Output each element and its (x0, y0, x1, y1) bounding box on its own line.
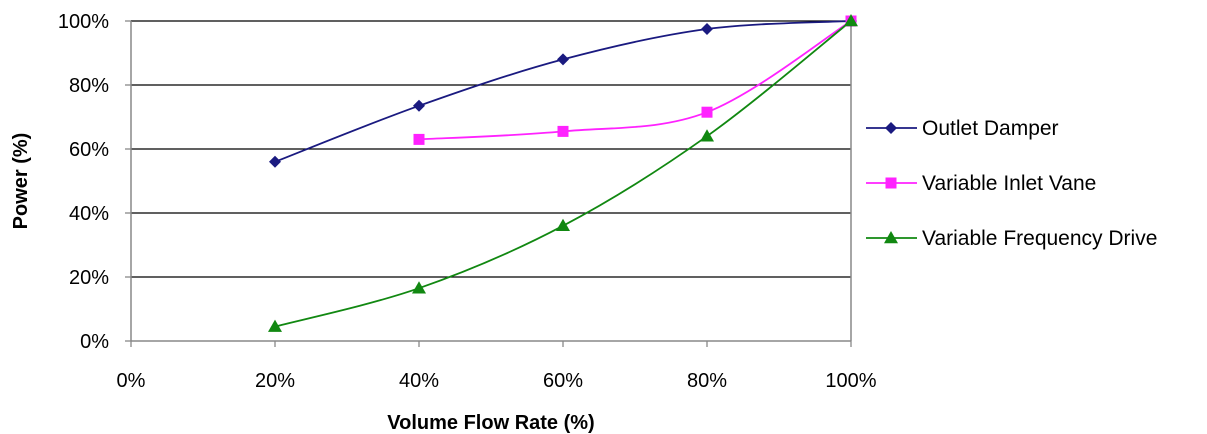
series-line-1 (418, 20, 852, 141)
x-tick-label: 100% (825, 370, 876, 392)
data-point-series-2 (556, 218, 570, 232)
legend-item-variable-frequency-drive: Variable Frequency Drive (866, 227, 1157, 250)
x-tick-label: 40% (399, 370, 439, 392)
legend-label-outlet-damper: Outlet Damper (922, 117, 1059, 140)
x-tick-label: 0% (117, 370, 146, 392)
data-point-series-1 (557, 125, 569, 137)
legend-marker-shape (884, 231, 898, 244)
grid-lines (131, 20, 851, 278)
y-tick-label: 20% (69, 267, 109, 289)
legend-marker-variable-inlet-vane (885, 177, 897, 189)
data-point-series-2 (268, 319, 282, 332)
x-tick-label: 80% (687, 370, 727, 392)
axes (130, 21, 852, 342)
data-point-series-2 (844, 14, 858, 27)
data-point-series-0 (269, 155, 281, 168)
x-tick-labels: 0% 20% 40% 60% 80% 100% (117, 341, 877, 392)
legend-marker-shape (885, 177, 897, 189)
y-tick-labels: 0% 20% 40% 60% 80% 100% (58, 11, 131, 353)
data-point-series-0 (701, 23, 713, 35)
series-lines (274, 20, 852, 328)
data-point-series-1 (413, 133, 425, 145)
legend-marker-variable-frequency-drive (884, 231, 898, 244)
y-tick-label: 100% (58, 11, 109, 33)
data-point-series-1 (701, 106, 713, 118)
data-point-series-2 (412, 281, 426, 294)
y-tick-label: 0% (80, 331, 109, 353)
legend-item-variable-inlet-vane: Variable Inlet Vane (866, 172, 1096, 195)
legend-label-variable-inlet-vane: Variable Inlet Vane (922, 172, 1096, 195)
series-markers (268, 14, 858, 332)
series-line-2 (274, 20, 852, 328)
legend-label-variable-frequency-drive: Variable Frequency Drive (922, 227, 1157, 250)
data-point-series-0 (413, 99, 425, 112)
y-tick-label: 80% (69, 75, 109, 97)
x-axis-title: Volume Flow Rate (%) (387, 412, 594, 434)
legend: Outlet Damper Variable Inlet Vane Variab… (866, 117, 1157, 250)
x-tick-label: 20% (255, 370, 295, 392)
x-tick-label: 60% (543, 370, 583, 392)
data-point-series-2 (700, 129, 714, 142)
data-point-series-0 (557, 53, 569, 66)
y-tick-label: 40% (69, 203, 109, 225)
legend-item-outlet-damper: Outlet Damper (866, 117, 1059, 140)
y-tick-label: 60% (69, 139, 109, 161)
y-axis-title: Power (%) (10, 133, 32, 230)
legend-marker-shape (885, 122, 897, 134)
legend-marker-outlet-damper (885, 122, 897, 134)
